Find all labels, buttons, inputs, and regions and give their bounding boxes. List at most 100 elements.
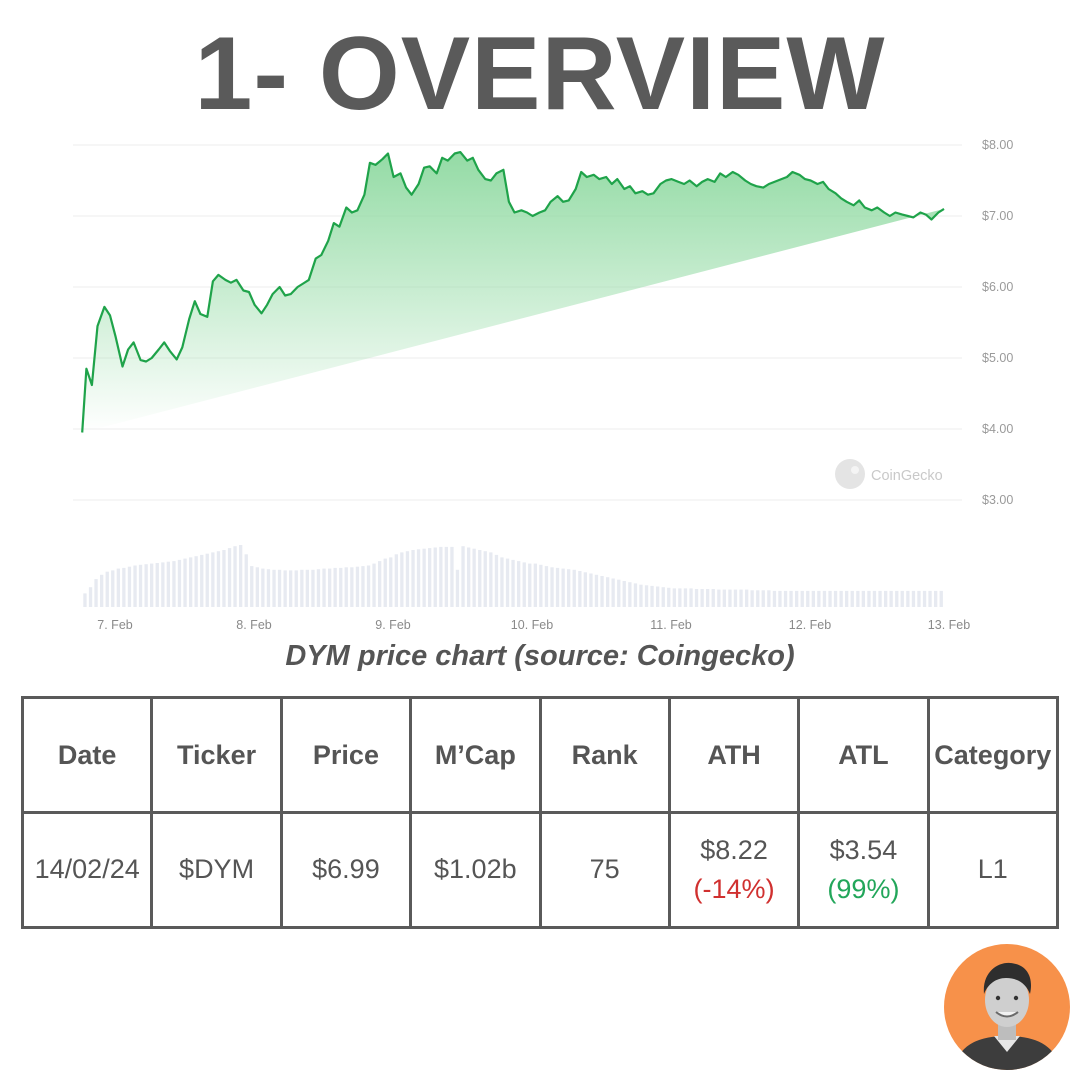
volume-bar bbox=[533, 563, 537, 607]
volume-bar bbox=[906, 590, 910, 607]
volume-bar bbox=[817, 590, 821, 607]
volume-bar bbox=[272, 569, 276, 607]
cell-category: L1 bbox=[926, 811, 1060, 929]
cell-mcap: $1.02b bbox=[409, 811, 542, 929]
volume-bar bbox=[322, 568, 326, 607]
volume-bar bbox=[833, 590, 838, 607]
volume-bar bbox=[494, 554, 499, 607]
x-tick-label: 8. Feb bbox=[236, 618, 271, 632]
volume-bar bbox=[889, 590, 893, 607]
volume-bar bbox=[872, 590, 877, 607]
volume-bar bbox=[350, 567, 354, 607]
volume-bar bbox=[227, 548, 232, 607]
volume-bar bbox=[606, 577, 610, 607]
volume-bar bbox=[617, 579, 621, 607]
cell-date: 14/02/24 bbox=[20, 811, 154, 929]
volume-bar bbox=[172, 561, 176, 607]
volume-bar bbox=[528, 563, 532, 607]
volume-bar bbox=[517, 561, 521, 607]
volume-bar bbox=[450, 546, 454, 607]
volume-bar bbox=[911, 590, 916, 607]
volume-bar bbox=[505, 558, 510, 607]
cell-rank: 75 bbox=[538, 811, 671, 929]
volume-bar bbox=[383, 558, 387, 607]
volume-bar bbox=[428, 548, 432, 607]
volume-bar bbox=[789, 590, 793, 607]
volume-bar bbox=[750, 590, 754, 607]
volume-bar bbox=[183, 558, 187, 607]
volume-bar bbox=[722, 589, 726, 607]
volume-bar bbox=[144, 564, 148, 607]
volume-bar bbox=[94, 579, 98, 607]
volume-bar bbox=[467, 547, 471, 607]
volume-bar bbox=[422, 548, 426, 607]
ath-value: $8.22 bbox=[700, 834, 768, 865]
y-tick-label: $7.00 bbox=[982, 209, 1013, 223]
cell-ath: $8.22 (-14%) bbox=[667, 811, 801, 929]
volume-bar bbox=[594, 574, 599, 607]
table-row: 14/02/24 $DYM $6.99 $1.02b 75 $8.22 (-14… bbox=[20, 811, 1060, 929]
volume-bar bbox=[717, 589, 721, 607]
volume-bar bbox=[311, 569, 315, 607]
volume-bar bbox=[611, 578, 615, 607]
volume-bar bbox=[672, 588, 676, 607]
volume-bar bbox=[900, 590, 904, 607]
volume-bar bbox=[628, 582, 632, 607]
volume-bar bbox=[305, 569, 309, 607]
volume-bar bbox=[922, 590, 927, 607]
volume-bar bbox=[161, 562, 165, 607]
price-area-fill bbox=[82, 152, 944, 433]
volume-bar bbox=[416, 549, 421, 607]
volume-bar bbox=[567, 569, 571, 607]
table-header-row: Date Ticker Price M’Cap Rank ATH ATL Cat… bbox=[20, 696, 1060, 814]
volume-bar bbox=[589, 573, 593, 607]
volume-bar bbox=[622, 581, 626, 607]
volume-bar bbox=[389, 557, 393, 607]
volume-bar bbox=[522, 562, 526, 607]
volume-bar bbox=[822, 590, 827, 607]
coingecko-watermark-text: CoinGecko bbox=[871, 468, 943, 484]
volume-bar bbox=[372, 563, 376, 607]
volume-bar bbox=[400, 552, 404, 607]
cell-ticker: $DYM bbox=[150, 811, 283, 929]
x-tick-label: 10. Feb bbox=[511, 618, 553, 632]
volume-bar bbox=[205, 553, 209, 607]
volume-bar bbox=[544, 566, 549, 607]
volume-bar bbox=[411, 550, 415, 607]
volume-bar bbox=[355, 566, 360, 607]
volume-bar bbox=[244, 554, 248, 607]
volume-bar bbox=[745, 589, 749, 607]
y-tick-label: $3.00 bbox=[982, 493, 1013, 507]
x-axis-tick-labels: 7. Feb 8. Feb 9. Feb 10. Feb 11. Feb 12. Feb 1… bbox=[97, 618, 970, 632]
cell-atl: $3.54 (99%) bbox=[797, 811, 930, 929]
volume-bar bbox=[194, 556, 198, 607]
author-portrait-icon bbox=[954, 962, 1060, 1070]
volume-bar bbox=[489, 552, 493, 607]
volume-bar bbox=[783, 590, 788, 607]
volume-bar bbox=[639, 584, 643, 607]
atl-change: (99%) bbox=[827, 874, 900, 904]
token-overview-table: Date Ticker Price M’Cap Rank ATH ATL Cat… bbox=[20, 696, 1060, 929]
volume-bar bbox=[461, 546, 465, 607]
volume-bar bbox=[344, 567, 348, 607]
header-price: Price bbox=[279, 696, 413, 814]
y-tick-label: $5.00 bbox=[982, 351, 1013, 365]
volume-bar bbox=[795, 590, 799, 607]
header-rank: Rank bbox=[538, 696, 671, 814]
volume-bar bbox=[211, 552, 215, 607]
volume-bar bbox=[177, 559, 182, 607]
volume-bar bbox=[739, 589, 743, 607]
volume-bar bbox=[283, 570, 287, 607]
volume-bar bbox=[166, 561, 170, 607]
volume-bar bbox=[455, 569, 460, 607]
volume-bar bbox=[644, 585, 649, 607]
y-tick-label: $4.00 bbox=[982, 422, 1013, 436]
volume-bar bbox=[661, 587, 665, 607]
volume-bar bbox=[600, 576, 604, 607]
volume-bar bbox=[294, 570, 298, 607]
volume-bar bbox=[711, 589, 715, 607]
volume-bar bbox=[333, 567, 337, 607]
volume-bar bbox=[850, 590, 854, 607]
volume-bar bbox=[88, 587, 93, 607]
volume-bar bbox=[561, 568, 565, 607]
